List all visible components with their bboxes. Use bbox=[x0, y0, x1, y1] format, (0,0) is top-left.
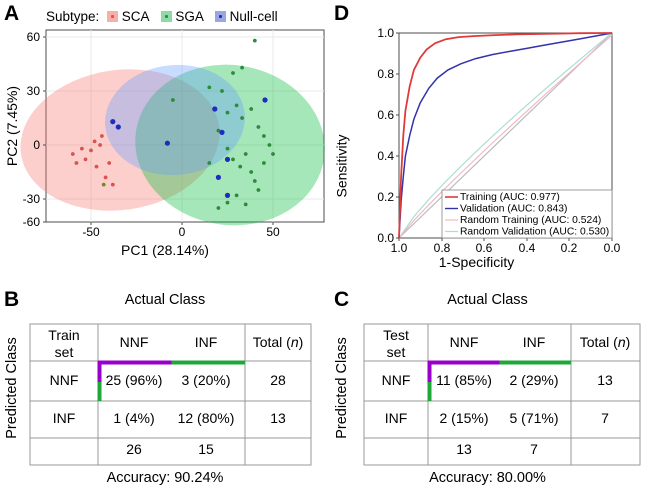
svg-text:28: 28 bbox=[270, 372, 286, 388]
svg-text:NNF: NNF bbox=[120, 334, 149, 350]
svg-text:Random Training (AUC: 0.524): Random Training (AUC: 0.524) bbox=[460, 215, 601, 226]
svg-text:Validation (AUC: 0.843): Validation (AUC: 0.843) bbox=[460, 204, 567, 215]
svg-text:NNF: NNF bbox=[50, 372, 79, 388]
svg-text:0: 0 bbox=[179, 225, 186, 239]
svg-text:INF: INF bbox=[195, 334, 218, 350]
svg-text:60: 60 bbox=[27, 30, 41, 44]
svg-text:0: 0 bbox=[33, 138, 40, 152]
svg-text:30: 30 bbox=[27, 84, 41, 98]
svg-text:13: 13 bbox=[270, 410, 286, 426]
svg-text:0.8: 0.8 bbox=[434, 241, 451, 255]
svg-text:25 (96%): 25 (96%) bbox=[106, 372, 163, 388]
svg-text:set: set bbox=[387, 344, 406, 360]
svg-text:Random Validation (AUC: 0.530): Random Validation (AUC: 0.530) bbox=[460, 227, 609, 238]
svg-text:INF: INF bbox=[523, 334, 546, 350]
svg-text:50: 50 bbox=[266, 225, 280, 239]
svg-text:2 (15%): 2 (15%) bbox=[439, 410, 488, 426]
svg-text:12 (80%): 12 (80%) bbox=[178, 410, 235, 426]
svg-text:Test: Test bbox=[383, 327, 409, 343]
svg-text:0.0: 0.0 bbox=[604, 241, 621, 255]
svg-text:0.2: 0.2 bbox=[377, 190, 394, 204]
svg-text:INF: INF bbox=[53, 410, 76, 426]
svg-text:-50: -50 bbox=[82, 225, 100, 239]
svg-text:11 (85%): 11 (85%) bbox=[436, 372, 492, 388]
svg-text:7: 7 bbox=[601, 410, 609, 426]
svg-text:set: set bbox=[55, 344, 74, 360]
svg-text:0.2: 0.2 bbox=[561, 241, 578, 255]
svg-text:Total (n): Total (n) bbox=[253, 334, 304, 350]
svg-text:1.0: 1.0 bbox=[377, 26, 394, 40]
svg-text:Train: Train bbox=[48, 327, 79, 343]
svg-text:1.0: 1.0 bbox=[391, 241, 408, 255]
svg-text:0.8: 0.8 bbox=[377, 67, 394, 81]
svg-text:0.4: 0.4 bbox=[377, 149, 394, 163]
svg-text:NNF: NNF bbox=[382, 372, 411, 388]
svg-text:5 (71%): 5 (71%) bbox=[509, 410, 558, 426]
svg-text:15: 15 bbox=[198, 441, 214, 457]
svg-text:0.6: 0.6 bbox=[377, 108, 394, 122]
svg-text:Total (n): Total (n) bbox=[580, 334, 631, 350]
svg-text:0.6: 0.6 bbox=[476, 241, 493, 255]
svg-text:2 (29%): 2 (29%) bbox=[509, 372, 558, 388]
svg-text:NNF: NNF bbox=[450, 334, 479, 350]
svg-text:0.4: 0.4 bbox=[519, 241, 536, 255]
svg-text:Training (AUC: 0.977): Training (AUC: 0.977) bbox=[460, 192, 560, 203]
svg-text:3 (20%): 3 (20%) bbox=[181, 372, 230, 388]
svg-text:-30: -30 bbox=[23, 192, 41, 206]
svg-text:13: 13 bbox=[456, 441, 472, 457]
svg-text:26: 26 bbox=[126, 441, 142, 457]
svg-text:1 (4%): 1 (4%) bbox=[113, 410, 154, 426]
svg-text:7: 7 bbox=[530, 441, 538, 457]
svg-text:-60: -60 bbox=[23, 215, 41, 229]
svg-text:13: 13 bbox=[597, 372, 613, 388]
svg-text:INF: INF bbox=[385, 410, 408, 426]
